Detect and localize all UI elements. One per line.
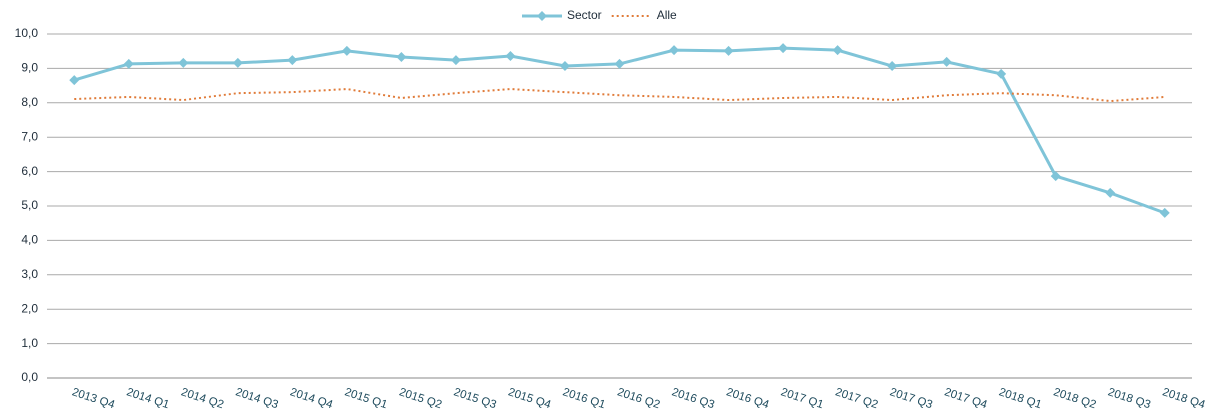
point — [559, 60, 570, 71]
point — [123, 58, 134, 69]
x-tick-label: 2014 Q4 — [288, 386, 334, 411]
series-line — [74, 88, 1165, 103]
y-tick-label: 5,0 — [21, 198, 38, 212]
point — [941, 56, 952, 67]
x-tick-label: 2017 Q3 — [888, 386, 934, 411]
x-tick-label: 2017 Q1 — [779, 386, 825, 411]
x-tick-label: 2018 Q1 — [997, 386, 1043, 411]
y-tick-label: 0,0 — [21, 370, 38, 384]
y-tick-label: 6,0 — [21, 164, 38, 178]
x-tick-label: 2013 Q4 — [70, 386, 116, 411]
point — [178, 57, 189, 68]
x-tick-label: 2016 Q2 — [616, 386, 662, 411]
x-tick-label: 2017 Q2 — [834, 386, 880, 411]
point — [1050, 171, 1061, 182]
x-tick-label: 2017 Q4 — [943, 386, 989, 411]
point — [450, 55, 461, 66]
point — [396, 52, 407, 63]
x-tick-label: 2016 Q4 — [725, 386, 771, 411]
y-tick-label: 7,0 — [21, 129, 38, 143]
point — [887, 60, 898, 71]
point — [1159, 207, 1170, 218]
point — [996, 68, 1007, 79]
y-tick-label: 2,0 — [21, 301, 38, 315]
legend-label: Sector — [567, 8, 602, 22]
x-tick-label: 2014 Q3 — [234, 386, 280, 411]
point — [614, 58, 625, 69]
x-tick-label: 2018 Q2 — [1052, 386, 1098, 411]
x-tick-label: 2015 Q4 — [507, 386, 553, 411]
y-tick-label: 3,0 — [21, 267, 38, 281]
point — [723, 45, 734, 56]
point — [341, 45, 352, 56]
y-tick-label: 8,0 — [21, 95, 38, 109]
point — [287, 55, 298, 66]
x-tick-label: 2015 Q2 — [398, 386, 444, 411]
x-tick-label: 2014 Q1 — [125, 386, 171, 411]
point — [778, 43, 789, 54]
point — [505, 51, 516, 62]
legend-label: Alle — [657, 8, 677, 22]
x-tick-label: 2018 Q3 — [1106, 386, 1152, 411]
point — [69, 75, 80, 86]
x-tick-label: 2014 Q2 — [179, 386, 225, 411]
x-tick-label: 2016 Q1 — [561, 386, 607, 411]
x-tick-label: 2015 Q1 — [343, 386, 389, 411]
x-tick-label: 2015 Q3 — [452, 386, 498, 411]
x-tick-label: 2016 Q3 — [670, 386, 716, 411]
y-tick-label: 4,0 — [21, 233, 38, 247]
point — [669, 45, 680, 56]
y-tick-label: 1,0 — [21, 336, 38, 350]
y-tick-label: 9,0 — [21, 61, 38, 75]
point — [832, 45, 843, 56]
point — [232, 57, 243, 68]
x-tick-label: 2018 Q4 — [1161, 386, 1207, 411]
point — [1105, 187, 1116, 198]
legend-marker — [537, 11, 547, 21]
y-tick-label: 10,0 — [15, 26, 39, 40]
